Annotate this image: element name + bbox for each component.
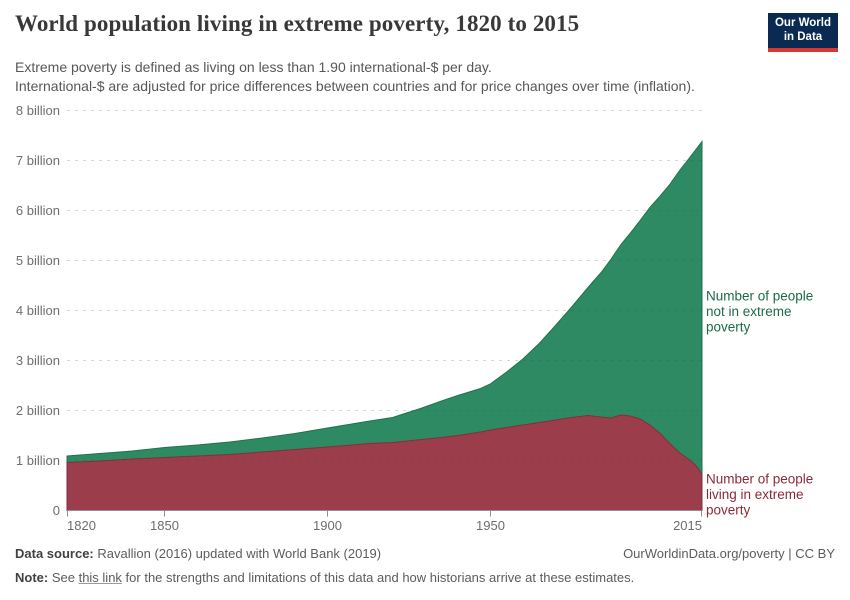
x-tick-2015: 2015: [673, 518, 702, 533]
this-link[interactable]: this link: [78, 570, 122, 585]
chart-gridlines: [67, 110, 702, 461]
stacked-area-chart: 8 billion 7 billion 6 billion 5 billion …: [16, 103, 813, 533]
y-tick-4b: 4 billion: [16, 303, 60, 318]
note-line: Note: See this link for the strengths an…: [15, 570, 835, 586]
area-not-in-extreme-poverty: [66, 140, 703, 511]
chart-subtitle-line2: International-$ are adjusted for price d…: [15, 77, 695, 94]
y-tick-1b: 1 billion: [16, 453, 60, 468]
chart-subtitle-line1: Extreme poverty is defined as living on …: [15, 59, 492, 75]
note-post: for the strengths and limitations of thi…: [121, 570, 635, 585]
y-tick-5b: 5 billion: [16, 253, 60, 268]
logo-line-2: in Data: [783, 30, 823, 43]
legend-not-poor-line3: poverty: [706, 320, 751, 335]
page-title: World population living in extreme pover…: [15, 11, 580, 36]
y-tick-7b: 7 billion: [16, 153, 60, 168]
area-in-extreme-poverty: [66, 414, 703, 511]
owid-logo: Our World in Data: [768, 13, 838, 52]
chart-footer: Data source: Ravallion (2016) updated wi…: [15, 546, 835, 586]
legend-not-poor-line1: Number of people: [706, 289, 813, 304]
x-axis: [67, 510, 702, 517]
data-source-value: Ravallion (2016) updated with World Bank…: [93, 546, 382, 561]
data-source-label: Data source:: [15, 546, 94, 561]
y-tick-8b: 8 billion: [16, 103, 60, 118]
note-label: Note:: [15, 570, 49, 585]
legend-poor-line2: living in extreme: [706, 487, 804, 502]
legend-in-poverty: Number of people living in extreme pover…: [706, 472, 813, 518]
y-tick-2b: 2 billion: [16, 403, 60, 418]
chart-subtitle: Extreme poverty is defined as living on …: [15, 58, 775, 95]
legend-poor-line1: Number of people: [706, 472, 813, 487]
x-tick-1850: 1850: [150, 518, 179, 533]
y-tick-6b: 6 billion: [16, 203, 60, 218]
x-axis-labels: 1820 1850 1900 1950 2015: [67, 518, 702, 533]
y-tick-0: 0: [53, 503, 60, 518]
legend-not-in-poverty: Number of people not in extreme poverty: [706, 289, 813, 335]
x-tick-1950: 1950: [476, 518, 505, 533]
note-pre: See: [48, 570, 79, 585]
x-tick-1820: 1820: [67, 518, 96, 533]
y-axis-labels: 8 billion 7 billion 6 billion 5 billion …: [16, 103, 60, 518]
credit-line: OurWorldinData.org/poverty | CC BY: [623, 546, 835, 561]
legend-not-poor-line2: not in extreme: [706, 304, 792, 319]
x-tick-1900: 1900: [313, 518, 342, 533]
legend-poor-line3: poverty: [706, 503, 751, 518]
chart-areas: [66, 140, 703, 511]
y-tick-3b: 3 billion: [16, 353, 60, 368]
data-source: Data source: Ravallion (2016) updated wi…: [15, 546, 381, 562]
logo-line-1: Our World: [774, 17, 831, 29]
